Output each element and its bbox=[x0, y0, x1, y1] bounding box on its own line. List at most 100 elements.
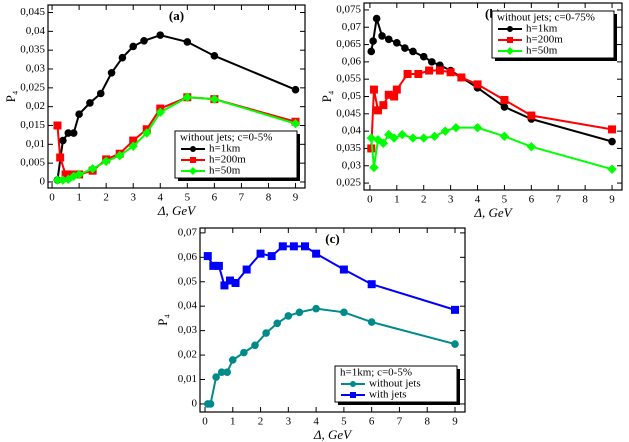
x-tick-label: 7 bbox=[239, 192, 245, 204]
x-tick-label: 6 bbox=[212, 192, 218, 204]
marker bbox=[295, 308, 304, 317]
y-tick-label: 0,06 bbox=[342, 55, 362, 67]
legend-marker bbox=[190, 157, 196, 163]
x-tick-label: 2 bbox=[103, 192, 109, 204]
marker bbox=[206, 400, 215, 408]
marker bbox=[182, 92, 193, 102]
x-tick-label: 4 bbox=[158, 192, 164, 204]
series-line bbox=[370, 126, 613, 171]
y-tick-label: 0,055 bbox=[336, 73, 361, 85]
marker bbox=[403, 69, 412, 78]
marker bbox=[526, 142, 537, 152]
y-tick-label: 0,035 bbox=[20, 44, 45, 56]
marker bbox=[367, 280, 376, 289]
marker bbox=[291, 85, 300, 94]
marker bbox=[499, 131, 510, 142]
marker bbox=[183, 38, 192, 46]
marker bbox=[59, 136, 67, 145]
x-tick-label: 1 bbox=[394, 194, 400, 206]
legend-label: h=1km bbox=[209, 143, 241, 155]
x-tick-label: 2 bbox=[258, 416, 264, 428]
marker bbox=[212, 373, 220, 381]
marker bbox=[290, 118, 301, 129]
marker bbox=[451, 340, 459, 348]
marker bbox=[473, 80, 482, 89]
y-axis-title: P₄ bbox=[3, 90, 18, 102]
legend-label: h=50m bbox=[209, 165, 241, 177]
legend-label: without jets bbox=[369, 378, 421, 390]
y-tick-label: 0,015 bbox=[20, 119, 45, 131]
marker bbox=[86, 99, 94, 107]
x-tick-label: 7 bbox=[555, 194, 561, 206]
marker bbox=[608, 125, 617, 134]
marker bbox=[75, 110, 83, 118]
y-tick-label: 0,05 bbox=[178, 275, 198, 287]
y-tick-label: 0,04 bbox=[26, 25, 46, 37]
marker bbox=[96, 89, 105, 98]
marker bbox=[440, 126, 450, 136]
marker bbox=[608, 137, 616, 146]
x-tick-label: 3 bbox=[448, 194, 454, 206]
marker bbox=[203, 252, 212, 261]
y-tick-label: 0,06 bbox=[178, 251, 198, 263]
panel-label: (a) bbox=[169, 8, 184, 23]
marker bbox=[107, 68, 116, 77]
marker bbox=[435, 66, 444, 75]
marker bbox=[278, 242, 287, 251]
marker bbox=[289, 242, 298, 251]
y-tick-label: 0,025 bbox=[336, 177, 361, 189]
marker bbox=[87, 164, 98, 174]
marker bbox=[457, 73, 466, 82]
x-tick-label: 0 bbox=[49, 192, 55, 204]
y-tick-label: 0,05 bbox=[342, 90, 362, 102]
x-tick-label: 4 bbox=[475, 194, 481, 206]
marker bbox=[378, 32, 386, 40]
y-axis-title: P₄ bbox=[319, 90, 334, 102]
marker bbox=[312, 249, 321, 258]
y-tick-label: 0,075 bbox=[336, 3, 361, 15]
plot-frame bbox=[199, 227, 466, 413]
x-tick-label: 0 bbox=[202, 416, 208, 428]
x-tick-label: 8 bbox=[266, 192, 272, 204]
y-tick-label: 0,01 bbox=[26, 138, 45, 150]
marker bbox=[408, 133, 418, 143]
x-tick-label: 2 bbox=[421, 194, 427, 206]
x-tick-label: 5 bbox=[341, 416, 347, 428]
legend-marker bbox=[506, 47, 514, 55]
legend-marker bbox=[507, 37, 513, 43]
x-axis-title: Δ, GeV bbox=[313, 427, 353, 442]
marker bbox=[251, 341, 259, 350]
marker bbox=[379, 101, 388, 110]
y-tick-label: 0,03 bbox=[26, 63, 46, 75]
legend-title: h=1km; c=0-5% bbox=[340, 367, 412, 379]
marker bbox=[397, 129, 407, 140]
x-tick-label: 5 bbox=[185, 192, 191, 204]
marker bbox=[118, 53, 127, 62]
legend-title: without jets; c=0-75% bbox=[497, 12, 595, 24]
x-tick-label: 9 bbox=[609, 194, 615, 206]
legend-marker bbox=[350, 381, 356, 387]
y-tick-label: 0,005 bbox=[20, 157, 45, 169]
y-tick-label: 0,02 bbox=[26, 100, 45, 112]
marker bbox=[228, 356, 237, 364]
panel-label: (c) bbox=[325, 231, 339, 246]
x-tick-label: 3 bbox=[130, 192, 136, 204]
marker bbox=[129, 42, 138, 51]
legend-marker bbox=[189, 167, 197, 175]
marker bbox=[607, 164, 617, 174]
marker bbox=[392, 85, 401, 94]
marker bbox=[69, 129, 78, 137]
series-line bbox=[206, 245, 456, 311]
legend-title: without jets; c=0-5% bbox=[180, 132, 272, 144]
marker bbox=[378, 138, 389, 148]
marker bbox=[301, 242, 309, 251]
y-tick-label: 0,02 bbox=[178, 349, 197, 361]
marker bbox=[156, 31, 165, 39]
marker bbox=[500, 95, 509, 104]
legend-marker bbox=[190, 146, 196, 152]
marker bbox=[372, 14, 381, 23]
y-tick-label: 0,025 bbox=[20, 81, 45, 93]
legend-label: h=50m bbox=[526, 45, 558, 57]
marker bbox=[373, 106, 382, 115]
